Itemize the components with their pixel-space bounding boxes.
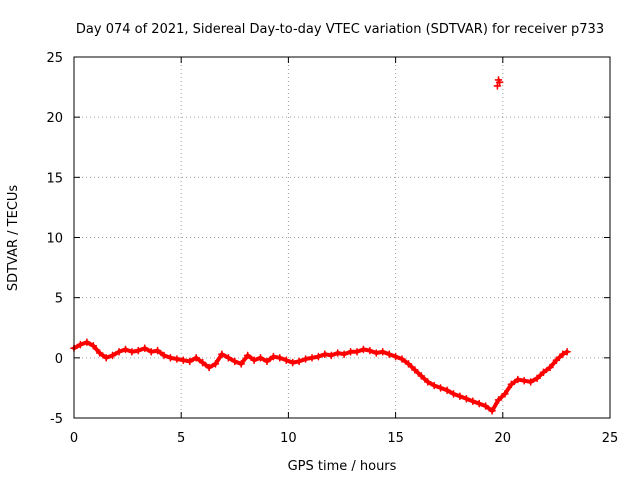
y-tick-label: 15	[46, 171, 63, 186]
data-point	[539, 368, 548, 377]
data-point	[134, 346, 143, 355]
data-point	[353, 348, 361, 356]
data-point	[359, 345, 368, 354]
data-point	[424, 378, 432, 386]
data-point	[173, 355, 181, 363]
tick-layer: 0 5 10 15 20 25 -5 0 5 10 15 20 25	[46, 51, 618, 446]
data-point	[443, 386, 451, 395]
data-point	[250, 356, 258, 364]
data-point	[108, 351, 117, 360]
data-point	[288, 358, 297, 367]
data-point	[95, 349, 104, 357]
data-point	[186, 357, 194, 366]
data-point	[115, 348, 123, 356]
y-axis-label: SDTVAR / TECUs	[6, 185, 21, 292]
data-point	[276, 354, 284, 362]
data-point	[563, 348, 571, 356]
data-point	[346, 348, 355, 356]
data-point	[475, 399, 483, 408]
x-tick-label: 5	[177, 431, 185, 446]
grid-layer	[74, 57, 610, 418]
data-point	[160, 351, 168, 360]
data-point	[153, 346, 162, 355]
data-point	[494, 396, 503, 404]
data-point	[308, 354, 316, 362]
data-point	[507, 380, 516, 389]
data-point	[224, 354, 233, 362]
data-point	[411, 366, 419, 374]
data-point	[256, 354, 265, 362]
data-point	[76, 340, 85, 349]
data-point	[481, 402, 490, 410]
data-point	[231, 357, 239, 366]
y-tick-label: 10	[46, 232, 63, 247]
data-point	[166, 354, 175, 362]
x-tick-label: 20	[495, 431, 512, 446]
data-point	[218, 350, 226, 358]
data-point	[263, 357, 271, 366]
y-tick-label: 0	[55, 352, 63, 367]
data-point	[211, 360, 220, 368]
x-tick-label: 10	[280, 431, 297, 446]
data-point	[520, 376, 528, 385]
data-point	[552, 356, 561, 364]
data-point	[514, 375, 522, 384]
data-point	[327, 351, 336, 360]
data-point	[102, 354, 110, 362]
data-point	[533, 374, 541, 383]
data-layer	[70, 76, 571, 415]
data-point	[430, 381, 438, 390]
data-point	[205, 363, 213, 372]
x-tick-label: 25	[602, 431, 619, 446]
data-point	[378, 348, 387, 356]
data-point	[282, 356, 291, 364]
data-point	[501, 390, 509, 398]
data-point	[385, 350, 393, 358]
data-point	[462, 394, 471, 403]
data-point	[391, 352, 400, 361]
data-point	[83, 338, 91, 346]
data-point	[295, 357, 303, 366]
x-tick-label: 15	[387, 431, 404, 446]
data-point	[417, 372, 426, 380]
y-tick-label: 25	[46, 51, 63, 66]
data-point	[340, 350, 348, 358]
data-point	[179, 356, 188, 364]
data-point	[333, 349, 342, 357]
data-point	[559, 350, 567, 358]
y-tick-label: -5	[50, 412, 63, 427]
data-point	[243, 351, 252, 360]
data-point	[301, 355, 310, 363]
data-point	[526, 378, 535, 386]
data-point	[404, 360, 413, 368]
data-point	[128, 348, 136, 356]
data-point	[192, 354, 200, 362]
y-tick-label: 5	[55, 292, 63, 307]
data-point	[147, 348, 155, 356]
data-point	[372, 349, 381, 357]
data-point	[495, 78, 504, 87]
data-point	[469, 397, 477, 405]
data-point	[449, 390, 458, 398]
data-point	[546, 363, 554, 372]
x-axis-label: GPS time / hours	[288, 459, 397, 474]
data-point	[398, 355, 406, 363]
data-point	[366, 346, 374, 355]
data-point	[321, 350, 329, 358]
data-point	[141, 344, 149, 352]
data-point	[436, 384, 445, 392]
data-point	[269, 352, 278, 361]
data-point	[89, 342, 98, 350]
data-point	[198, 358, 207, 367]
data-point	[456, 392, 464, 401]
data-point	[488, 407, 496, 415]
data-point	[237, 360, 245, 368]
series-sdtvar	[70, 76, 571, 415]
chart-title: Day 074 of 2021, Sidereal Day-to-day VTE…	[76, 22, 604, 37]
y-tick-label: 20	[46, 111, 63, 126]
x-tick-label: 0	[70, 431, 78, 446]
data-point	[314, 352, 323, 361]
data-point	[121, 345, 130, 354]
